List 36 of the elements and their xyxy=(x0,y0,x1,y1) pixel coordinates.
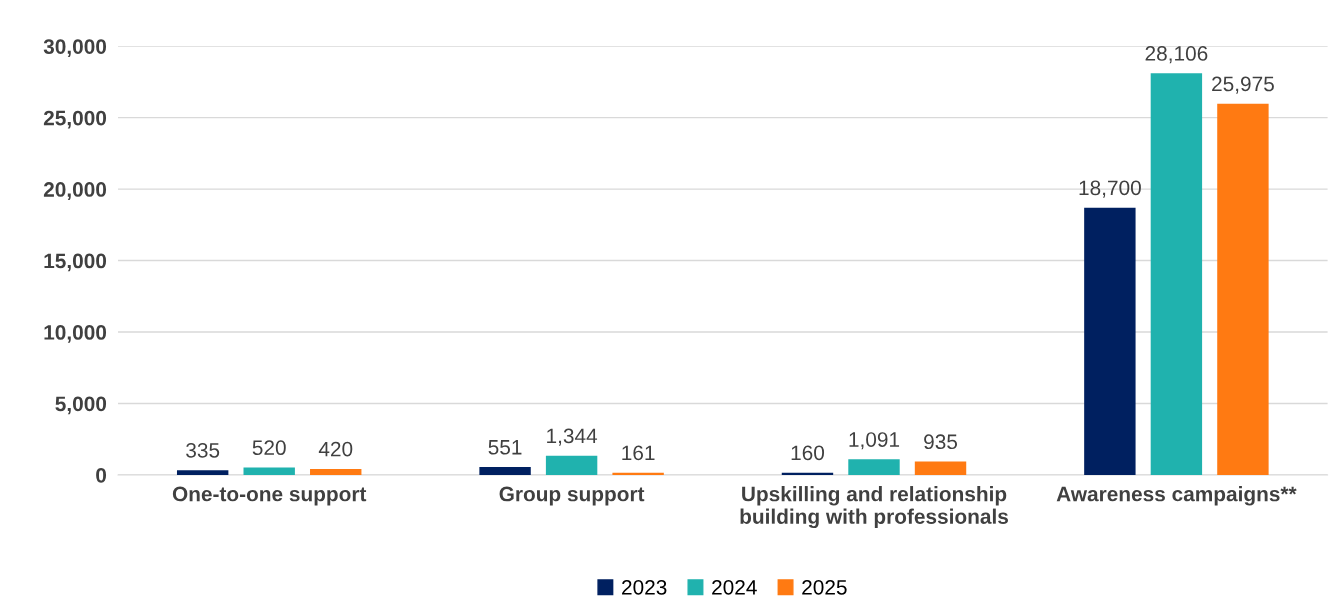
y-tick-label: 25,000 xyxy=(43,110,107,129)
x-tick-label: One-to-one support xyxy=(172,486,367,506)
bar xyxy=(310,468,362,475)
y-tick-label: 30,000 xyxy=(43,39,107,57)
y-tick-label: 0 xyxy=(96,467,107,483)
data-label: 420 xyxy=(318,441,353,457)
bar xyxy=(545,455,598,475)
data-label: 160 xyxy=(791,445,825,461)
y-tick-label: 20,000 xyxy=(43,182,107,200)
data-label: 1,344 xyxy=(547,428,598,446)
y-tick-label: 5,000 xyxy=(55,396,107,415)
x-tick-label: Awareness campaigns** xyxy=(1056,486,1297,506)
bar xyxy=(176,470,229,475)
bar xyxy=(243,467,295,475)
data-label: 551 xyxy=(488,440,522,455)
legend-label: 2025 xyxy=(802,579,847,595)
legend-label: 2023 xyxy=(622,579,667,595)
data-label: 25,975 xyxy=(1212,76,1274,94)
x-tick-label: Group support xyxy=(499,486,645,506)
bar xyxy=(1150,73,1203,475)
y-tick-label: 10,000 xyxy=(44,325,107,343)
data-label: 1,091 xyxy=(849,432,900,450)
data-label: 18,700 xyxy=(1079,180,1141,198)
bar xyxy=(1217,103,1269,475)
data-label: 935 xyxy=(924,434,958,450)
y-tick-label: 15,000 xyxy=(44,253,107,272)
x-tick-label: Upskilling and relationship building with professionals xyxy=(740,486,1008,529)
legend-label: 2024 xyxy=(712,579,757,595)
data-label: 161 xyxy=(622,445,655,461)
data-label: 335 xyxy=(186,442,220,458)
bar xyxy=(1084,207,1136,475)
data-label: 520 xyxy=(252,440,286,456)
bar xyxy=(479,467,531,475)
bar xyxy=(848,459,900,475)
data-label: 28,106 xyxy=(1145,46,1208,64)
bar xyxy=(914,461,967,475)
